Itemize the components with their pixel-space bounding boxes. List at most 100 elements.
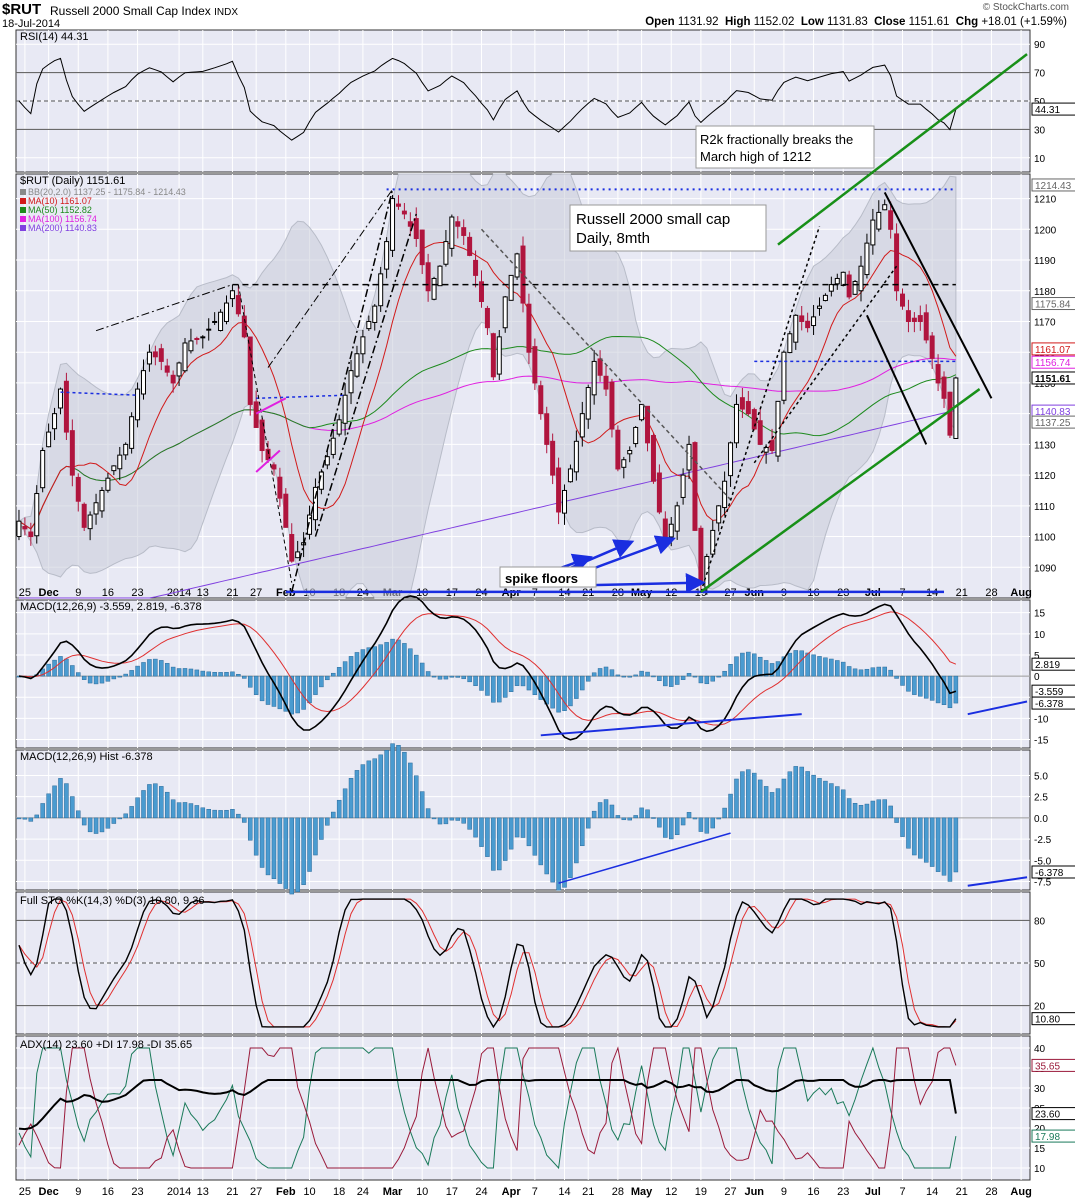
candle-body (372, 305, 378, 323)
hist-bar (414, 775, 419, 819)
macd-hist-bar (692, 675, 698, 678)
x-tick-label-bottom: 9 (781, 1186, 787, 1198)
adx-value-tag: 35.65 (1031, 1058, 1075, 1072)
macd-hist-bar (835, 660, 840, 677)
price-y-tick-label: 1100 (1034, 533, 1056, 544)
hist-bar (639, 807, 644, 819)
hist-bar (497, 817, 502, 871)
candle-body (182, 342, 188, 372)
macd-hist-bar (645, 671, 650, 677)
candle-body (46, 431, 52, 448)
candle-body (876, 211, 882, 230)
macd-hist-bar (538, 675, 544, 700)
hist-bar (265, 817, 271, 876)
macd-hist-bar (520, 675, 526, 687)
candle-body (935, 364, 941, 384)
macd-hist-bar (591, 672, 597, 677)
candle-body (271, 464, 277, 470)
candle-body (639, 403, 645, 421)
macd-hist-bar (864, 668, 870, 677)
macd-y-tick-label: 15 (1034, 609, 1046, 620)
macd-hist-bar (366, 647, 372, 677)
candle-body (218, 311, 224, 332)
hist-bar (799, 766, 804, 819)
candle-body (123, 443, 129, 456)
macd-hist-bar (734, 656, 739, 677)
x-tick-label-bottom: 13 (197, 1186, 209, 1198)
hist-bar (746, 769, 751, 819)
macd-hist-bar (147, 659, 152, 677)
may-jun-channel-bottom (753, 265, 898, 464)
candle-body (348, 370, 354, 394)
open-value: 1131.92 (677, 16, 719, 28)
macd-signal-line (18, 611, 957, 726)
close-label: Close (874, 16, 906, 28)
x-tick-label-bottom: 27 (724, 1186, 736, 1198)
hist-bar (99, 817, 105, 833)
x-tick-label-bottom: 21 (956, 1186, 968, 1198)
rsi-line (18, 57, 957, 141)
candle-body (117, 454, 123, 470)
hist-bar (835, 786, 840, 819)
may-jun-channel-top (700, 226, 821, 593)
macd-y-tick-label: -15 (1034, 736, 1049, 747)
macd-hist-bar (461, 675, 466, 680)
candle-body (822, 294, 828, 302)
macd-hist-bar (870, 667, 876, 677)
macd-hist-bar (336, 667, 342, 677)
candle-body (799, 315, 805, 322)
macd-hist-bar (544, 675, 549, 705)
macd-hist-bar (176, 668, 182, 677)
macd-hist-bar (348, 656, 354, 677)
ma200-line (19, 409, 957, 599)
x-tick-label-bottom: Dec (39, 1186, 59, 1198)
macd-hist-bar (455, 675, 461, 678)
candle-body (882, 204, 888, 211)
macd-hist-bar (858, 669, 864, 677)
macd-hist-bar (212, 672, 217, 677)
hist-bar (455, 817, 461, 821)
macd-hist-bar (526, 675, 532, 691)
hist-y-tick-label: -5.0 (1034, 856, 1052, 867)
hist-bar (840, 789, 846, 819)
macd-hist-bar (485, 675, 490, 696)
hist-bar (123, 813, 128, 819)
macd-hist-bar (728, 664, 733, 677)
hist-bar (271, 817, 277, 880)
green-channel-top (777, 53, 1028, 246)
close-value: 1151.61 (908, 16, 950, 28)
candle-body (478, 281, 484, 303)
price-value-tag: 1161.07 (1031, 342, 1075, 356)
hist-bar (224, 809, 229, 819)
macd-hist-bar (674, 675, 680, 685)
macd-hist-bar (876, 666, 882, 677)
macd-hist-bar (882, 666, 887, 677)
ohlc-summary: Open 1131.92 High 1152.02 Low 1131.83 Cl… (645, 16, 1067, 28)
candle-body (461, 227, 467, 236)
macd-legend: MACD(12,26,9) -3.559, 2.819, -6.378 (20, 601, 202, 613)
macd-hist-bar (894, 675, 899, 679)
candle-body (627, 450, 633, 455)
value-tag-box (1031, 696, 1075, 710)
adx-y-tick-label: 40 (1034, 1044, 1046, 1055)
x-tick-label-bottom: 24 (475, 1186, 487, 1198)
macd-hist-bar (259, 675, 265, 702)
note-text: Russell 2000 small cap (576, 211, 730, 228)
note-text: March high of 1212 (700, 149, 811, 164)
hist-bar (514, 817, 520, 838)
rsi-y-tick-label: 70 (1034, 69, 1046, 80)
candle-body (158, 348, 164, 362)
candle-body (253, 401, 259, 428)
price-annotations (60, 53, 1028, 594)
macd-hist-bar (188, 668, 194, 677)
x-tick-label-price: Dec (39, 587, 59, 599)
hist-bar (935, 817, 941, 872)
candle-body (645, 405, 651, 444)
macd-hist-bar (117, 675, 123, 678)
macd-hist-bar (206, 671, 211, 677)
price-y-tick-label: 1200 (1034, 225, 1057, 236)
macd-hist-bar (467, 675, 472, 683)
candle-body (745, 401, 751, 415)
candles (16, 194, 959, 595)
macd-hist-bar (437, 675, 443, 680)
